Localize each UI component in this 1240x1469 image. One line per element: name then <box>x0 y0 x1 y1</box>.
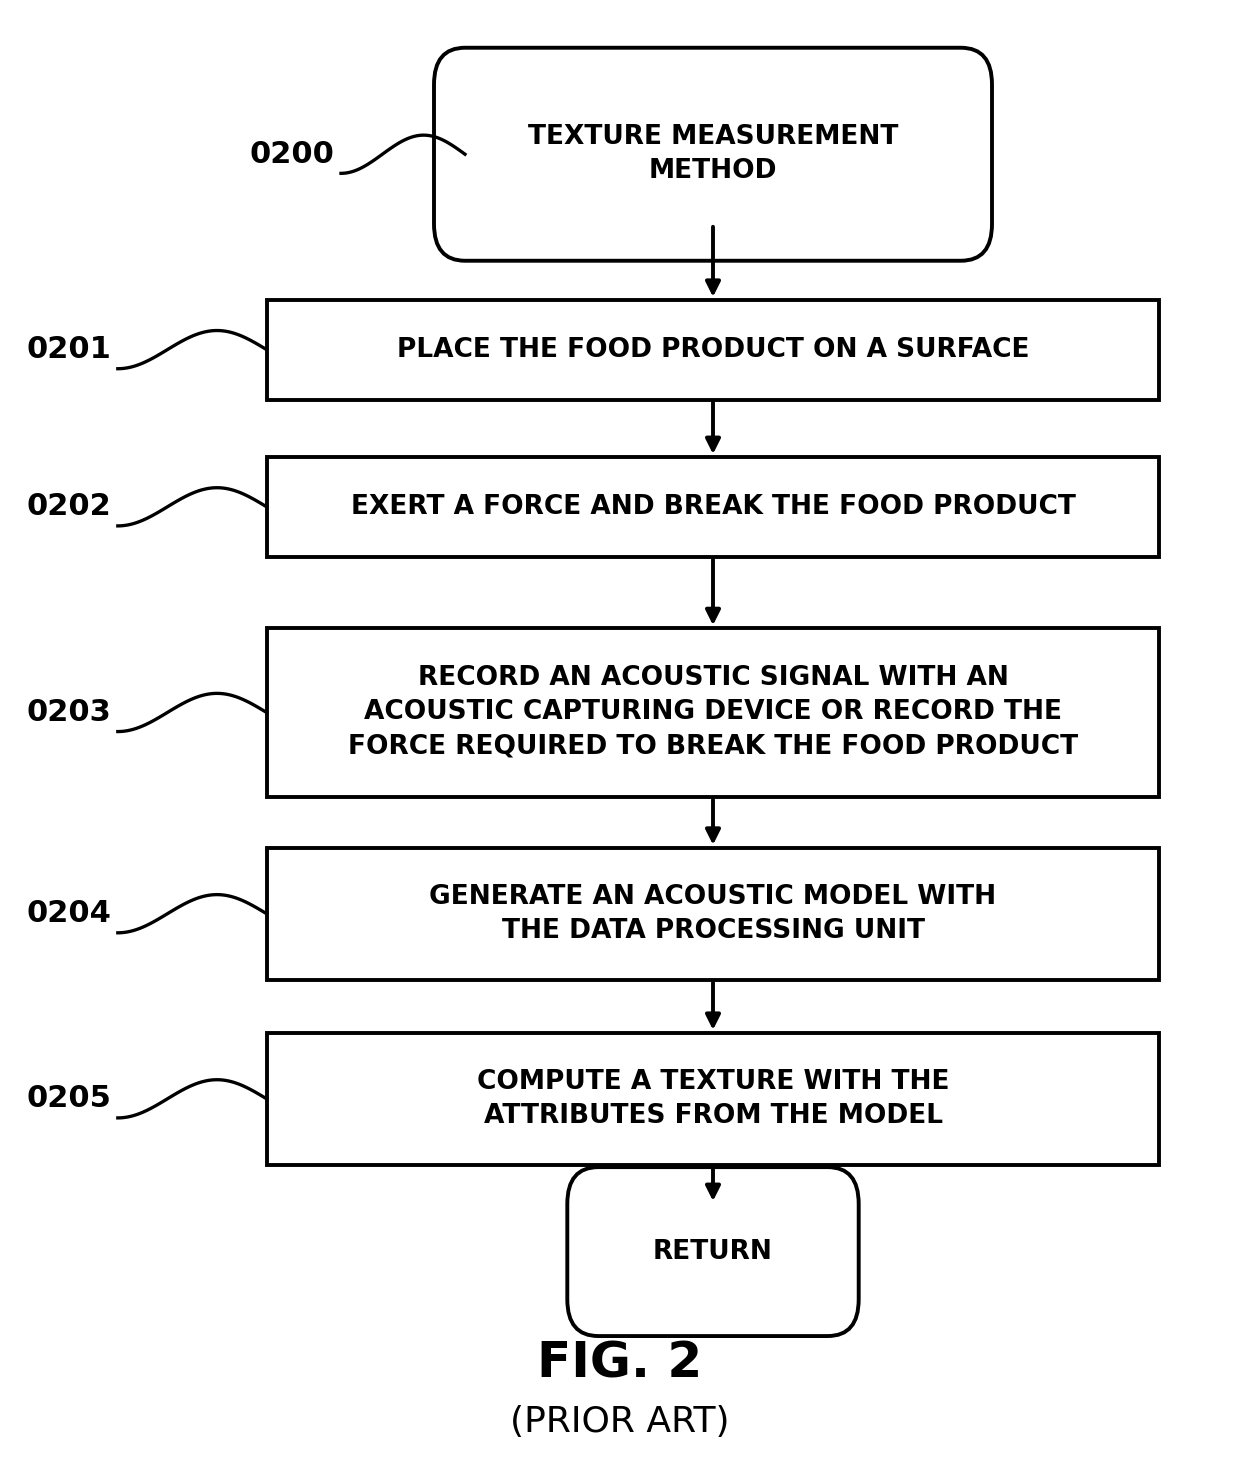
FancyBboxPatch shape <box>434 48 992 261</box>
Text: 0202: 0202 <box>27 492 112 521</box>
Text: RETURN: RETURN <box>653 1238 773 1265</box>
Text: 0205: 0205 <box>27 1084 112 1114</box>
Text: RECORD AN ACOUSTIC SIGNAL WITH AN
ACOUSTIC CAPTURING DEVICE OR RECORD THE
FORCE : RECORD AN ACOUSTIC SIGNAL WITH AN ACOUST… <box>348 665 1078 759</box>
Text: GENERATE AN ACOUSTIC MODEL WITH
THE DATA PROCESSING UNIT: GENERATE AN ACOUSTIC MODEL WITH THE DATA… <box>429 884 997 943</box>
Bar <box>267 629 1159 796</box>
Text: 0203: 0203 <box>27 698 112 727</box>
Text: FIG. 2: FIG. 2 <box>537 1340 703 1387</box>
Bar <box>267 457 1159 557</box>
FancyBboxPatch shape <box>567 1166 858 1337</box>
Bar <box>267 848 1159 980</box>
Text: 0200: 0200 <box>250 140 335 169</box>
Text: 0201: 0201 <box>27 335 112 364</box>
Bar <box>267 300 1159 400</box>
Text: COMPUTE A TEXTURE WITH THE
ATTRIBUTES FROM THE MODEL: COMPUTE A TEXTURE WITH THE ATTRIBUTES FR… <box>476 1069 950 1128</box>
Bar <box>267 1033 1159 1165</box>
Text: 0204: 0204 <box>27 899 112 928</box>
Text: TEXTURE MEASUREMENT
METHOD: TEXTURE MEASUREMENT METHOD <box>528 125 898 184</box>
Text: EXERT A FORCE AND BREAK THE FOOD PRODUCT: EXERT A FORCE AND BREAK THE FOOD PRODUCT <box>351 494 1075 520</box>
Text: (PRIOR ART): (PRIOR ART) <box>510 1404 730 1440</box>
Text: PLACE THE FOOD PRODUCT ON A SURFACE: PLACE THE FOOD PRODUCT ON A SURFACE <box>397 336 1029 363</box>
